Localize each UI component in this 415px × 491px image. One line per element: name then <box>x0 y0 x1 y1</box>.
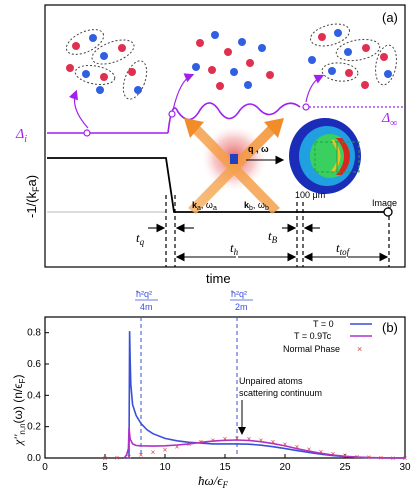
normal-phase-point: × <box>283 440 288 449</box>
x-tick-label: 30 <box>399 462 411 473</box>
normal-phase-point: × <box>319 448 324 457</box>
normal-phase-point: × <box>175 443 180 452</box>
normal-phase-point: × <box>403 454 408 463</box>
tq-label: tq <box>136 230 145 247</box>
normal-phase-point: × <box>247 435 252 444</box>
svg-text:4m: 4m <box>140 302 153 312</box>
paired-molecules-right <box>308 23 397 89</box>
y-tick-label: 0.8 <box>27 328 41 339</box>
panel-b-xlabel: ħω/ϵF <box>198 473 229 490</box>
delta-inf-label: Δ∞ <box>381 111 397 129</box>
kb-label: kb, ωb <box>244 200 269 212</box>
x-tick-label: 20 <box>279 462 291 473</box>
x-tick-label: 25 <box>339 462 351 473</box>
normal-phase-point: × <box>343 451 348 460</box>
y-tick-label: 0.6 <box>27 359 41 370</box>
gap-trace <box>47 73 405 137</box>
normal-phase-point: × <box>391 454 396 463</box>
legend-label-t0: T = 0 <box>313 319 334 329</box>
normal-phase-point: × <box>307 445 312 454</box>
normal-phase-point: × <box>199 438 204 447</box>
image-label: Image <box>372 198 397 208</box>
legend-marker-normal: × <box>357 344 362 354</box>
normal-phase-point: × <box>223 435 228 444</box>
normal-phase-point: × <box>379 454 384 463</box>
normal-phase-point: × <box>355 452 360 461</box>
x-tick-label: 0 <box>42 462 48 473</box>
normal-phase-point: × <box>367 453 372 462</box>
absorption-image-inset <box>286 113 364 201</box>
x-tick-label: 10 <box>159 462 171 473</box>
y-tick-label: 0.4 <box>27 390 41 401</box>
panel-b-label: (b) <box>382 320 398 335</box>
svg-text:2m: 2m <box>235 302 248 312</box>
normal-phase-point: × <box>295 443 300 452</box>
panel-a-xlabel: time <box>206 271 231 286</box>
legend: T = 0 T = 0.9Tc Normal Phase × <box>283 319 372 354</box>
annotation-line-2: scattering continuum <box>239 388 322 398</box>
atoms-middle <box>192 31 274 90</box>
bragg-beams-inset <box>184 118 285 214</box>
normal-phase-point: × <box>115 454 120 463</box>
panel-a-label: (a) <box>382 10 398 25</box>
normal-phase-point: × <box>187 440 192 449</box>
panel-b: (b) 0.00.20.40.60.8 0 5 10 15 20 25 30 × × × × × × ×… <box>11 289 411 490</box>
ka-label: ka, ωa <box>192 200 217 212</box>
panel-a: (a) <box>15 4 406 286</box>
series-line-1 <box>123 428 406 459</box>
timing-arrows <box>148 223 389 262</box>
marker-1-label: ħ²q² 4m <box>135 289 158 312</box>
normal-phase-point: × <box>103 454 108 463</box>
normal-phase-point: × <box>331 450 336 459</box>
interaction-ramp-trace <box>47 157 393 217</box>
legend-label-normal: Normal Phase <box>283 344 340 354</box>
x-tick-label: 15 <box>219 462 231 473</box>
delta-i-label: Δi <box>15 127 27 145</box>
y-tick-label: 0.0 <box>27 453 41 464</box>
legend-label-t09: T = 0.9Tc <box>294 331 332 341</box>
tB-label: tB <box>268 228 278 245</box>
normal-phase-point: × <box>163 446 168 455</box>
scale-bar-label: 100 μm <box>295 190 325 200</box>
normal-phase-point: × <box>259 436 264 445</box>
panel-a-frame <box>44 4 406 268</box>
normal-phase-point: × <box>271 438 276 447</box>
x-tick-label: 5 <box>102 462 108 473</box>
panel-b-ylabel: χ''n,n(ω) (n/ϵF) <box>11 375 27 446</box>
ttof-label: ttof <box>336 240 351 257</box>
normal-phase-point: × <box>235 434 240 443</box>
svg-text:ħ²q²: ħ²q² <box>136 289 152 299</box>
normal-phase-point: × <box>151 448 156 457</box>
series-lines: × × × × × × × × × × × × × × × × × × × × × × × × × × <box>103 331 408 463</box>
y-ticks: 0.0 0.2 0.4 0.6 0.8 <box>27 328 49 464</box>
y-tick-label: 0.2 <box>27 422 41 433</box>
q-omega-label: q , ω <box>248 144 269 154</box>
th-label: th <box>230 240 239 257</box>
normal-phase-point: × <box>139 451 144 460</box>
panel-a-ylabel: -1/(kFa) <box>24 175 41 218</box>
x-ticks: 0 5 10 15 20 25 30 <box>42 454 411 473</box>
annotation-line-1: Unpaired atoms <box>239 376 303 386</box>
marker-lines <box>140 317 238 458</box>
svg-text:ħ²q²: ħ²q² <box>231 289 247 299</box>
paired-molecules-left <box>65 29 148 100</box>
marker-2-label: ħ²q² 2m <box>230 289 253 312</box>
normal-phase-point: × <box>127 452 132 461</box>
normal-phase-point: × <box>211 436 216 445</box>
event-lines <box>165 195 390 267</box>
